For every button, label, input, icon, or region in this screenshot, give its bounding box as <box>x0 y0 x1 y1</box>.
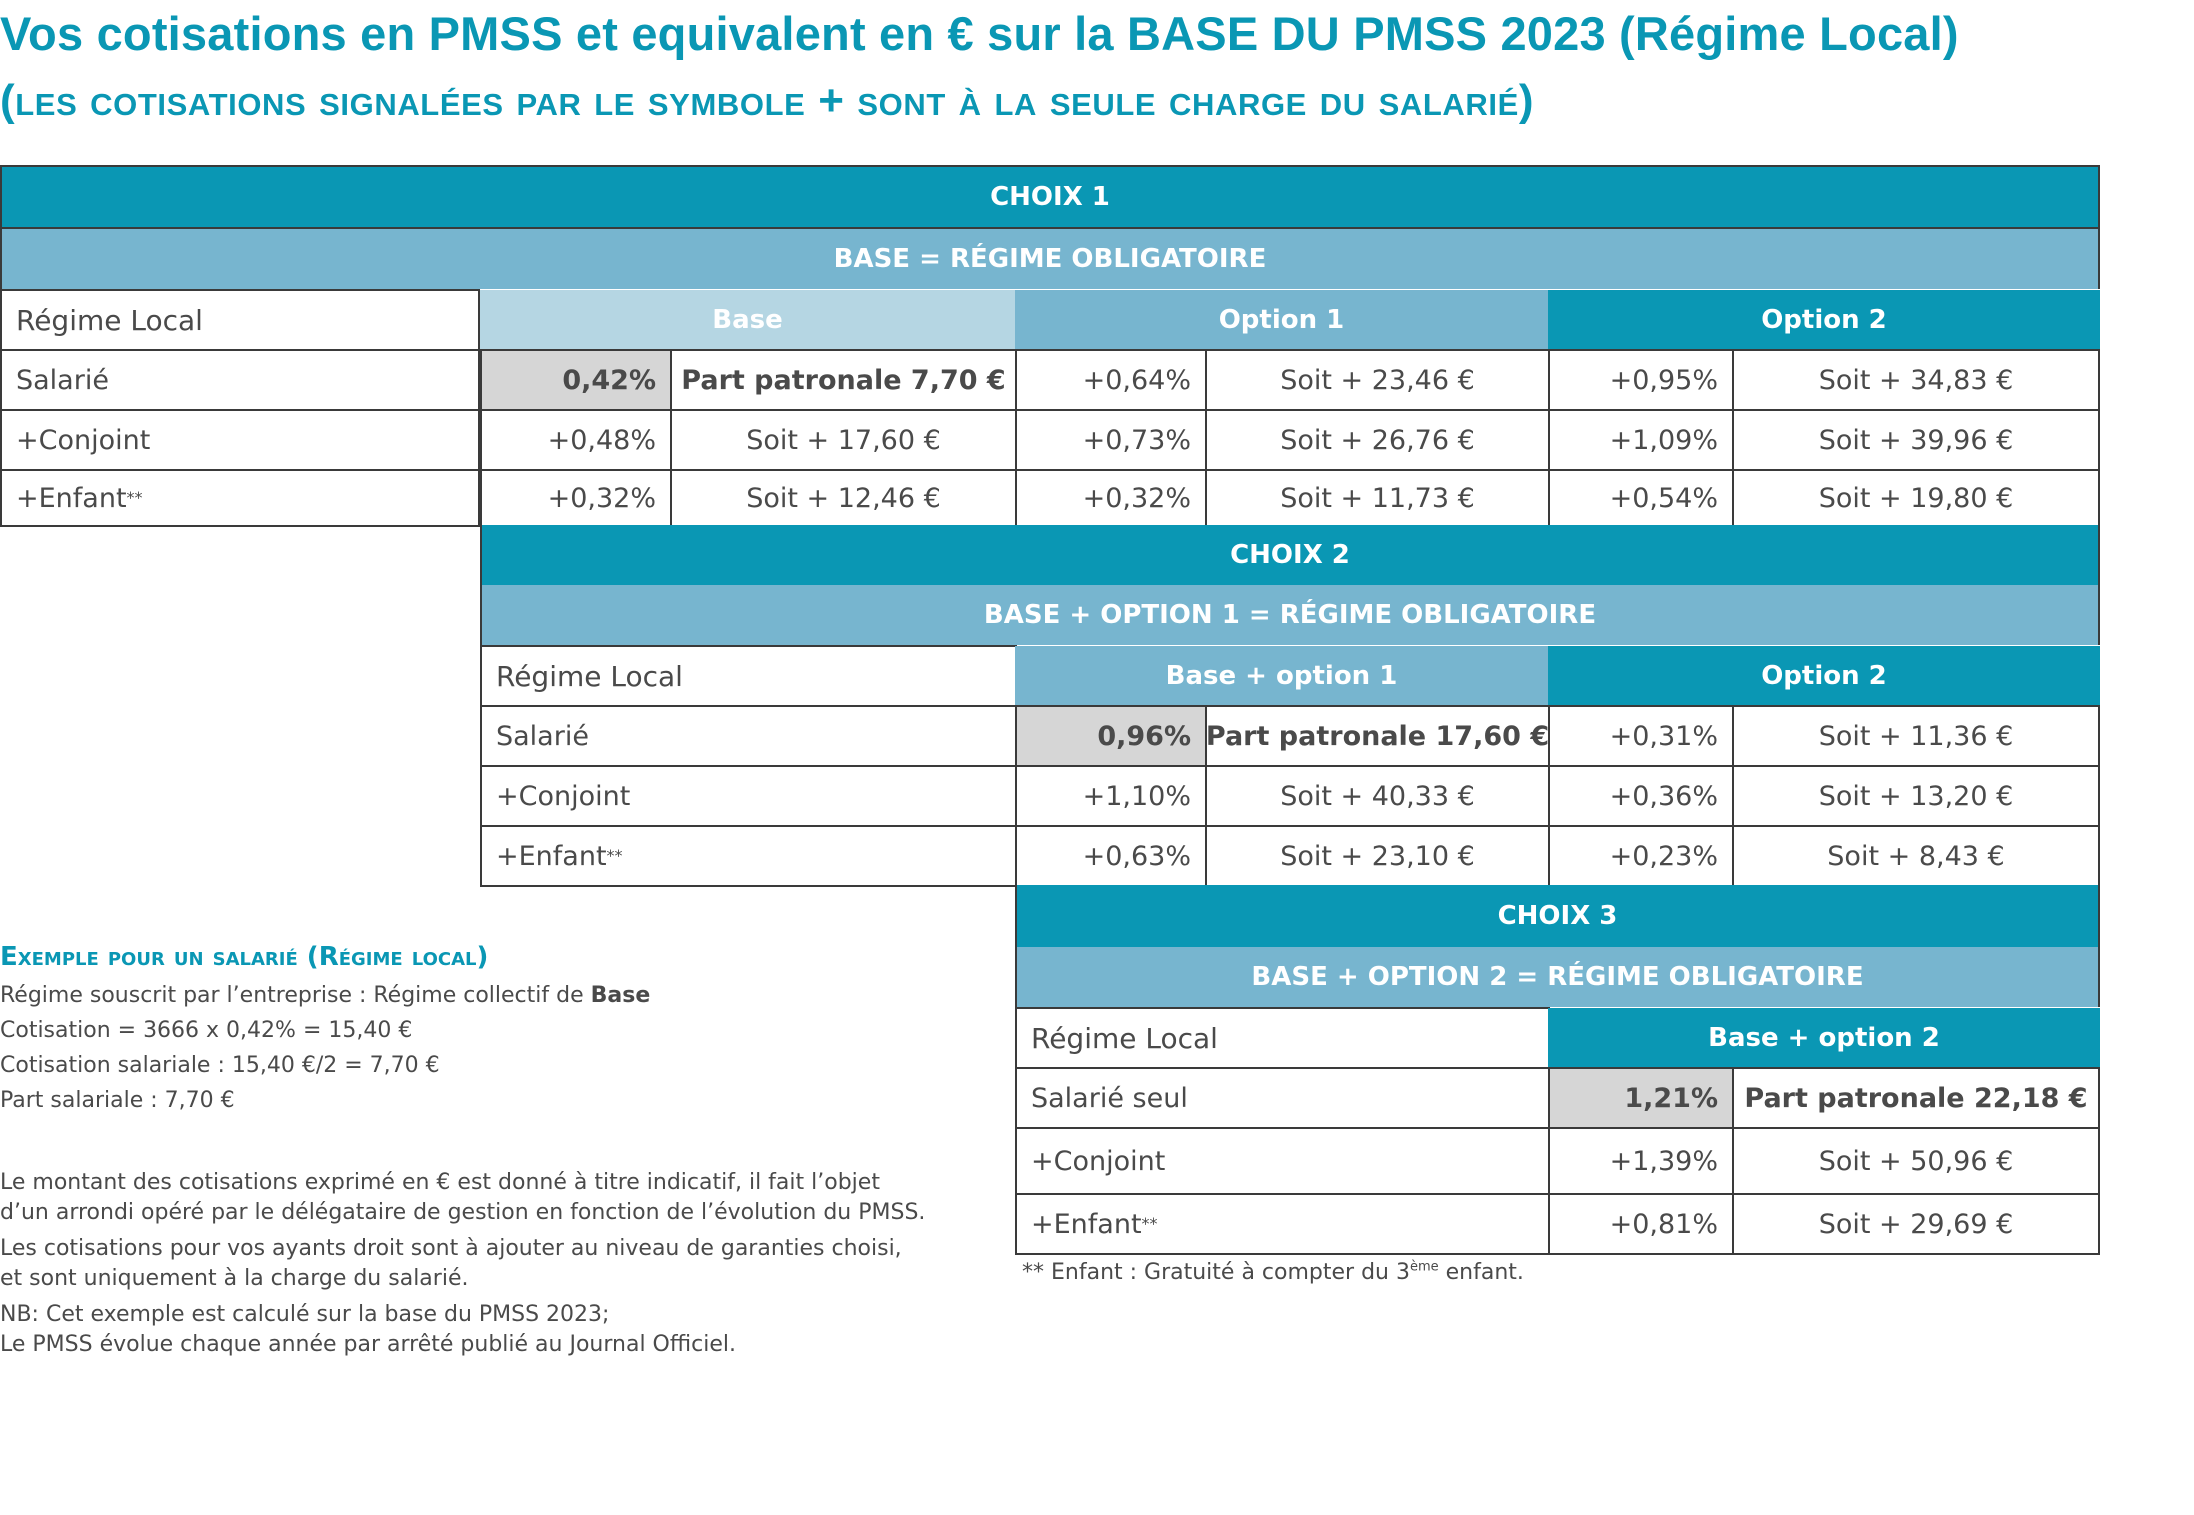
page-subtitle: (les cotisations signalées par le symbol… <box>0 76 1535 125</box>
example-line-regime: Régime souscrit par l’entreprise : Régim… <box>0 983 650 1008</box>
choix1-subtitle: BASE = RÉGIME OBLIGATOIRE <box>0 227 2100 289</box>
choix2-opt2-amount: Soit + 8,43 € <box>1732 825 2100 887</box>
choix1-col-base: Base <box>480 290 1015 350</box>
choix1-base-pct: +0,32% <box>480 469 672 527</box>
choix1-col-option1: Option 1 <box>1015 290 1548 350</box>
choix2-title: CHOIX 2 <box>480 525 2100 585</box>
choix2-opt2-pct: +0,36% <box>1548 765 1734 827</box>
example-line-part: Part salariale : 7,70 € <box>0 1088 235 1113</box>
choix1-opt2-amount: Soit + 19,80 € <box>1732 469 2100 527</box>
choix1-base-amount: Soit + 12,46 € <box>670 469 1017 527</box>
choix3-row-label: +Enfant ** <box>1015 1193 1550 1255</box>
choix2-col-base: Base + option 1 <box>1015 646 1548 706</box>
choix3-base-amount: Soit + 29,69 € <box>1732 1193 2100 1255</box>
footnote-superscript: ème <box>1409 1259 1439 1275</box>
choix2-opt2-amount: Soit + 11,36 € <box>1732 705 2100 767</box>
row-label-text: +Enfant <box>1031 1208 1142 1240</box>
info-paragraph-line: Les cotisations pour vos ayants droit so… <box>0 1236 902 1261</box>
choix1-opt2-pct: +0,95% <box>1548 349 1734 411</box>
choix1-row-label: +Enfant ** <box>0 469 480 527</box>
choix1-opt1-amount: Soit + 23,46 € <box>1205 349 1550 411</box>
choix1-base-pct: +0,48% <box>480 409 672 471</box>
choix2-regime-label: Régime Local <box>480 645 1017 707</box>
choix2-opt2-pct: +0,23% <box>1548 825 1734 887</box>
choix1-col-option2: Option 2 <box>1548 290 2100 350</box>
choix3-base-pct: +0,81% <box>1548 1193 1734 1255</box>
choix3-regime-label: Régime Local <box>1015 1007 1550 1069</box>
choix1-regime-label: Régime Local <box>0 289 480 351</box>
info-paragraph-line: Le PMSS évolue chaque année par arrêté p… <box>0 1332 736 1357</box>
choix3-base-pct: 1,21% <box>1548 1067 1734 1129</box>
example-line-cotisation: Cotisation = 3666 x 0,42% = 15,40 € <box>0 1018 413 1043</box>
choix1-row-label: +Conjoint <box>0 409 480 471</box>
choix1-opt1-amount: Soit + 26,76 € <box>1205 409 1550 471</box>
choix1-opt2-pct: +0,54% <box>1548 469 1734 527</box>
choix1-base-amount: Part patronale 7,70 € <box>670 349 1017 411</box>
choix1-opt1-pct: +0,73% <box>1015 409 1207 471</box>
footnote-text: Enfant : Gratuité à compter du 3 <box>1044 1260 1410 1285</box>
choix3-base-amount: Soit + 50,96 € <box>1732 1127 2100 1195</box>
choix1-base-pct: 0,42% <box>480 349 672 411</box>
choix1-opt2-amount: Soit + 39,96 € <box>1732 409 2100 471</box>
row-label-text: +Enfant <box>16 482 127 514</box>
choix1-title: CHOIX 1 <box>0 165 2100 227</box>
choix2-row-label: +Conjoint <box>480 765 1017 827</box>
choix1-row-label: Salarié <box>0 349 480 411</box>
footnote-text-end: enfant. <box>1438 1260 1524 1285</box>
choix1-opt1-pct: +0,64% <box>1015 349 1207 411</box>
choix1-opt1-amount: Soit + 11,73 € <box>1205 469 1550 527</box>
page-title: Vos cotisations en PMSS et equivalent en… <box>0 7 1959 60</box>
footnote-stars: ** <box>1022 1260 1044 1285</box>
choix3-base-pct: +1,39% <box>1548 1127 1734 1195</box>
info-paragraph-line: et sont uniquement à la charge du salari… <box>0 1266 469 1291</box>
choix2-base-pct: +1,10% <box>1015 765 1207 827</box>
example-regime-text: Régime souscrit par l’entreprise : Régim… <box>0 983 591 1008</box>
choix2-row-label: +Enfant ** <box>480 825 1017 887</box>
choix3-base-amount: Part patronale 22,18 € <box>1732 1067 2100 1129</box>
choix2-opt2-amount: Soit + 13,20 € <box>1732 765 2100 827</box>
choix1-base-amount: Soit + 17,60 € <box>670 409 1017 471</box>
choix3-row-label: +Conjoint <box>1015 1127 1550 1195</box>
choix2-base-amount: Soit + 40,33 € <box>1205 765 1550 827</box>
choix2-base-pct: +0,63% <box>1015 825 1207 887</box>
row-label-text: +Enfant <box>496 840 607 872</box>
example-regime-bold: Base <box>590 983 651 1008</box>
choix1-opt2-amount: Soit + 34,83 € <box>1732 349 2100 411</box>
choix2-subtitle: BASE + OPTION 1 = RÉGIME OBLIGATOIRE <box>480 585 2100 645</box>
info-paragraph-line: Le montant des cotisations exprimé en € … <box>0 1170 880 1195</box>
choix2-base-amount: Part patronale 17,60 € <box>1205 705 1550 767</box>
choix1-opt2-pct: +1,09% <box>1548 409 1734 471</box>
example-heading: Exemple pour un salarié (Régime local) <box>0 942 489 972</box>
info-paragraph-line: d’un arrondi opéré par le délégataire de… <box>0 1200 926 1225</box>
choix3-title: CHOIX 3 <box>1015 885 2100 947</box>
choix3-subtitle: BASE + OPTION 2 = RÉGIME OBLIGATOIRE <box>1015 947 2100 1007</box>
choix3-col-base: Base + option 2 <box>1548 1008 2100 1068</box>
example-line-salariale: Cotisation salariale : 15,40 €/2 = 7,70 … <box>0 1053 440 1078</box>
choix2-row-label: Salarié <box>480 705 1017 767</box>
info-paragraph-line: NB: Cet exemple est calculé sur la base … <box>0 1302 610 1327</box>
footnote: ** Enfant : Gratuité à compter du 3ème e… <box>1022 1260 1524 1285</box>
choix2-col-option2: Option 2 <box>1548 646 2100 706</box>
choix1-opt1-pct: +0,32% <box>1015 469 1207 527</box>
choix3-row-label: Salarié seul <box>1015 1067 1550 1129</box>
choix2-base-pct: 0,96% <box>1015 705 1207 767</box>
choix2-base-amount: Soit + 23,10 € <box>1205 825 1550 887</box>
choix2-opt2-pct: +0,31% <box>1548 705 1734 767</box>
